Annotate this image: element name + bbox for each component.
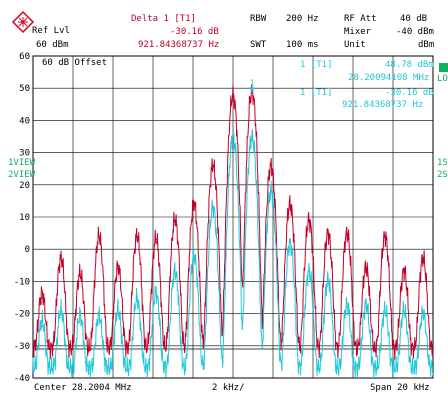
trace-2-peak-point bbox=[79, 319, 81, 321]
unit-label: Unit bbox=[344, 40, 366, 50]
trace-2-peak-point bbox=[308, 270, 310, 273]
right-lo-label: LO bbox=[437, 74, 448, 84]
trace-1-peak-point bbox=[41, 296, 43, 299]
trace-1-peak-point bbox=[289, 203, 291, 205]
y-tick-label: 0 bbox=[25, 245, 30, 255]
trace-2-peak-point bbox=[403, 312, 405, 315]
trace-2-peak-point bbox=[212, 206, 214, 209]
rbw-value: 200 Hz bbox=[286, 14, 319, 24]
view1-label: 1VIEW bbox=[8, 158, 36, 168]
trace-2-peak-point bbox=[60, 312, 62, 315]
marker2-label: 1 [T1] bbox=[300, 88, 333, 98]
marker-1-number: 1 bbox=[250, 78, 255, 87]
offset-label: 60 dB Offset bbox=[42, 58, 108, 68]
trace-2-peak-point bbox=[346, 306, 348, 308]
trace-1-peak-point bbox=[155, 238, 157, 241]
marker1-freq: 28.20094108 MHz bbox=[348, 73, 430, 83]
trace-1-peak-point bbox=[422, 258, 424, 260]
ref-level-value: 60 dBm bbox=[36, 40, 69, 50]
right-2s-label: 2S bbox=[437, 170, 448, 180]
trace-2-peak-point bbox=[327, 280, 329, 283]
trace-1-peak-point bbox=[136, 235, 138, 238]
rf-att-value: 40 dB bbox=[400, 14, 428, 24]
trace-1-line bbox=[32, 84, 434, 360]
trace-2-peak-point bbox=[289, 241, 291, 244]
marker1-level: 48.78 dBm bbox=[385, 60, 434, 70]
delta-marker-freq: 921.84368737 Hz bbox=[138, 40, 220, 50]
trace-2-peak-point bbox=[384, 312, 386, 315]
span-frequency: Span 20 kHz bbox=[370, 383, 430, 393]
mixer-value: -40 dBm bbox=[396, 27, 434, 37]
trace-1-peak-point bbox=[79, 274, 81, 276]
trace-2-peak-point bbox=[193, 254, 195, 257]
trace-2-peak-point bbox=[136, 299, 138, 302]
trace-2-peak-point bbox=[232, 135, 234, 138]
trace-1-peak-point bbox=[60, 258, 62, 260]
delta-marker-label: Delta 1 [T1] bbox=[131, 14, 197, 24]
delta-marker-value: -30.16 dB bbox=[170, 27, 219, 37]
trace-1-peak-point bbox=[384, 235, 386, 238]
rohde-schwarz-logo bbox=[11, 10, 35, 34]
y-tick-label: -20 bbox=[14, 310, 30, 320]
rbw-label: RBW bbox=[250, 14, 267, 24]
trace-1-peak-point bbox=[232, 93, 234, 96]
trace-1-peak-point bbox=[174, 219, 176, 222]
trace-2-peak-point bbox=[98, 319, 100, 321]
center-frequency: Center 28.2004 MHz bbox=[34, 383, 132, 393]
trace-1-peak-point bbox=[308, 219, 310, 222]
trace-2-peak-point bbox=[422, 316, 424, 318]
marker2-level: -30.16 dB bbox=[385, 88, 434, 98]
y-axis-ticks: 60 50 40 30 20 10 0 -10 -20 -30 -40 bbox=[14, 52, 30, 384]
plot-traces: 11 bbox=[32, 78, 434, 379]
trace-2-peak-point bbox=[41, 325, 43, 328]
y-tick-label: 60 bbox=[19, 52, 30, 62]
unit-value: dBm bbox=[418, 40, 435, 50]
trace-1-peak-point bbox=[327, 232, 329, 234]
green-lo-indicator bbox=[439, 63, 448, 72]
trace-2-peak-point bbox=[155, 293, 157, 296]
trace-1-peak-point bbox=[212, 164, 214, 167]
y-tick-label: 30 bbox=[19, 149, 30, 159]
marker2-freq: 921.84368737 Hz bbox=[342, 100, 424, 110]
y-tick-label: 40 bbox=[19, 116, 30, 126]
swt-label: SWT bbox=[250, 40, 267, 50]
rf-att-label: RF Att bbox=[344, 14, 377, 24]
trace-2-peak-point bbox=[117, 312, 119, 315]
marker-2-number: 1 bbox=[269, 180, 274, 189]
trace-1-peak-point bbox=[403, 270, 405, 273]
right-1s-label: 1S bbox=[437, 158, 448, 168]
trace-2-peak-point bbox=[174, 270, 176, 273]
y-tick-label: -30 bbox=[14, 342, 30, 352]
mixer-label: Mixer bbox=[344, 27, 372, 37]
frequency-per-division: 2 kHz/ bbox=[212, 383, 245, 393]
trace-1-peak-point bbox=[117, 267, 119, 270]
ref-level-label: Ref Lvl bbox=[32, 26, 70, 36]
marker-1-symbol bbox=[249, 87, 255, 93]
y-tick-label: 20 bbox=[19, 181, 30, 191]
y-tick-label: 50 bbox=[19, 84, 30, 94]
trace-2-peak-point bbox=[251, 135, 253, 138]
swt-value: 100 ms bbox=[286, 40, 319, 50]
trace-2-peak-point bbox=[270, 190, 272, 193]
view2-label: 2VIEW bbox=[8, 170, 36, 180]
y-tick-label: -40 bbox=[14, 374, 30, 384]
trace-1-peak-point bbox=[270, 164, 272, 167]
trace-1-peak-point bbox=[365, 267, 367, 270]
trace-2-peak-point bbox=[365, 306, 367, 308]
trace-1-peak-point bbox=[193, 203, 195, 205]
y-tick-label: -10 bbox=[14, 277, 30, 287]
y-tick-label: 10 bbox=[19, 213, 30, 223]
trace-1-peak-point bbox=[98, 235, 100, 238]
trace-1-peak-point bbox=[346, 232, 348, 234]
marker1-label: 1 [T1] bbox=[300, 60, 333, 70]
